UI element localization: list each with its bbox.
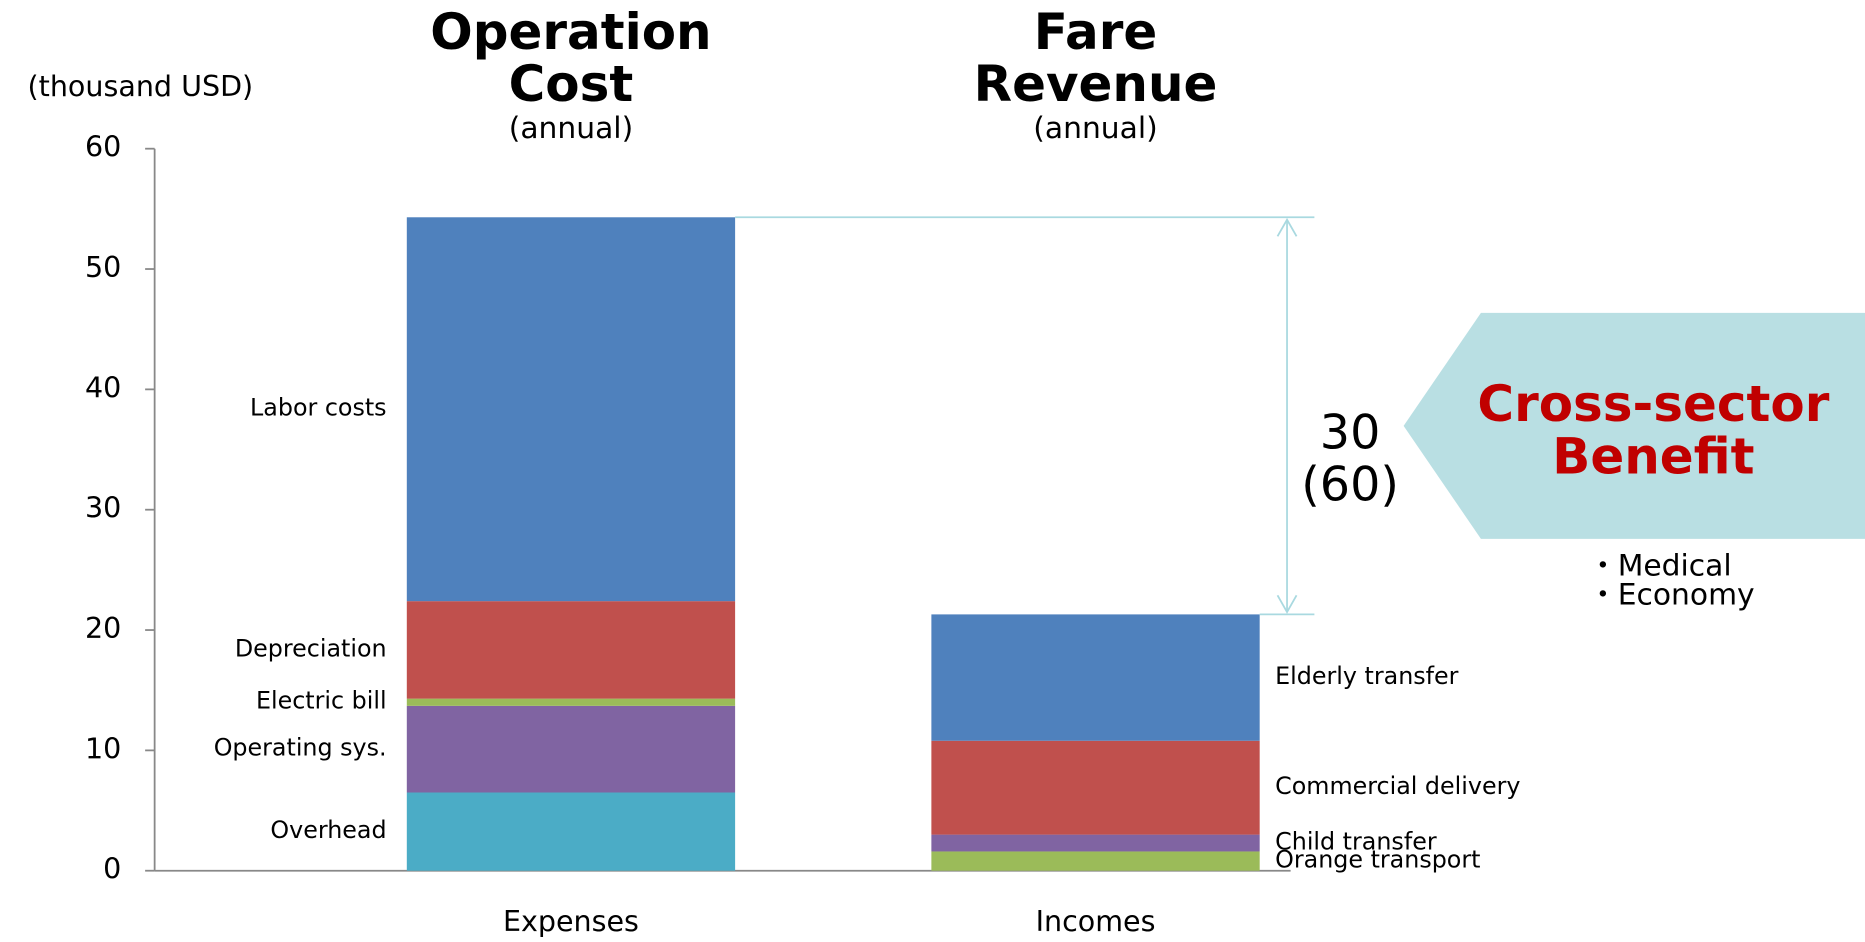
bar-segment — [931, 740, 1260, 835]
x-tick-label: Expenses — [503, 905, 639, 938]
gap-label: 30 — [1320, 405, 1381, 460]
y-tick-label: 40 — [85, 371, 121, 404]
y-tick-label: 0 — [103, 853, 121, 886]
segment-label: Orange transport — [1275, 846, 1480, 874]
heading-subtitle: (annual) — [508, 110, 634, 146]
y-tick-label: 30 — [85, 492, 121, 525]
bar-heading: Operation Cost (annual) — [393, 2, 750, 146]
heading-title: Operation Cost — [430, 2, 712, 114]
arrow-head — [1276, 217, 1298, 237]
benefit-item: ・Economy — [1587, 576, 1755, 612]
bar-segment — [406, 698, 736, 706]
segment-label: Labor costs — [250, 394, 387, 422]
segment-label: Child transfer — [1275, 828, 1437, 856]
bar-segment — [406, 705, 736, 793]
gap-label-alt: (60) — [1301, 458, 1399, 513]
bar-segment — [406, 217, 736, 602]
bar-segment — [406, 792, 736, 871]
bar-heading: Fare Revenue (annual) — [917, 2, 1274, 146]
bar-segment — [931, 851, 1260, 871]
y-tick-label: 60 — [85, 131, 121, 164]
y-tick-label: 50 — [85, 251, 121, 284]
benefit-arrow — [1403, 312, 1865, 539]
segment-label: Operating sys. — [214, 734, 387, 762]
benefit-items: ・Medical ・Economy — [1587, 548, 1755, 612]
benefit-label: Cross-sector Benefit — [1477, 374, 1830, 486]
segment-label: Elderly transfer — [1275, 662, 1459, 690]
bar-segment — [931, 834, 1260, 852]
heading-title: Fare Revenue — [973, 2, 1218, 114]
segment-label: Electric bill — [256, 687, 387, 715]
x-tick-label: Incomes — [1036, 905, 1156, 938]
bar-segment — [406, 601, 736, 699]
segment-label: Depreciation — [235, 634, 387, 662]
y-tick-label: 10 — [85, 732, 121, 765]
segment-label: Commercial delivery — [1275, 772, 1520, 800]
y-tick-label: 20 — [85, 612, 121, 645]
segment-label: Overhead — [270, 816, 386, 844]
arrow-head — [1276, 594, 1298, 614]
y-axis-label: (thousand USD) — [28, 70, 254, 103]
benefit-item: ・Medical — [1587, 548, 1732, 583]
bar-segment — [931, 614, 1260, 741]
heading-subtitle: (annual) — [1033, 110, 1158, 146]
